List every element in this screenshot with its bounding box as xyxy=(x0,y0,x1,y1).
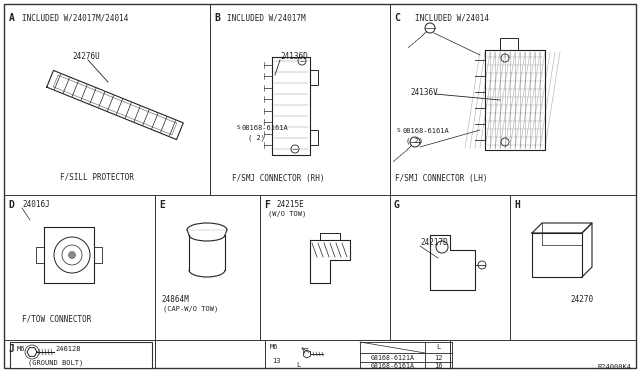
Text: INCLUDED W/24017M: INCLUDED W/24017M xyxy=(227,13,306,22)
Text: B: B xyxy=(214,13,220,23)
Text: 13: 13 xyxy=(272,358,280,364)
Text: 08168-6121A: 08168-6121A xyxy=(371,355,415,361)
Text: 08168-6161A: 08168-6161A xyxy=(242,125,289,131)
Text: 08168-6161A: 08168-6161A xyxy=(403,128,450,134)
Text: (GROUND BOLT): (GROUND BOLT) xyxy=(28,360,83,366)
Text: F/SMJ CONNECTOR (LH): F/SMJ CONNECTOR (LH) xyxy=(395,174,488,183)
Text: S: S xyxy=(397,128,401,133)
Text: S: S xyxy=(237,125,241,130)
Bar xyxy=(10,342,152,368)
Text: INCLUDED W/24017M/24014: INCLUDED W/24017M/24014 xyxy=(22,13,129,22)
Text: F/TOW CONNECTOR: F/TOW CONNECTOR xyxy=(22,315,92,324)
Text: C: C xyxy=(394,13,400,23)
Text: 24016J: 24016J xyxy=(22,200,50,209)
Text: L: L xyxy=(436,344,440,350)
Text: 24864M: 24864M xyxy=(161,295,189,304)
Text: (CAP-W/O TOW): (CAP-W/O TOW) xyxy=(163,306,218,312)
Text: INCLUDED W/24014: INCLUDED W/24014 xyxy=(415,13,489,22)
Text: 24012B: 24012B xyxy=(55,346,81,352)
Text: ( 2): ( 2) xyxy=(248,134,265,141)
Text: 16: 16 xyxy=(435,363,443,369)
Text: 24136V: 24136V xyxy=(410,88,438,97)
Text: (W/O TOW): (W/O TOW) xyxy=(268,210,306,217)
Text: F: F xyxy=(264,200,270,210)
Text: 24276U: 24276U xyxy=(72,52,100,61)
Text: G: G xyxy=(394,200,400,210)
Text: H: H xyxy=(514,200,520,210)
Text: R24000K4: R24000K4 xyxy=(598,364,632,370)
Text: 24215E: 24215E xyxy=(276,200,304,209)
Circle shape xyxy=(68,251,76,259)
Text: M6: M6 xyxy=(270,344,278,350)
Text: M6: M6 xyxy=(17,346,26,352)
Text: 12: 12 xyxy=(435,355,443,361)
Text: A: A xyxy=(9,13,15,23)
Text: F/SILL PROTECTOR: F/SILL PROTECTOR xyxy=(60,172,134,181)
Text: D: D xyxy=(8,200,14,210)
Text: L: L xyxy=(296,362,300,368)
Text: 24270: 24270 xyxy=(570,295,593,304)
Text: ( 2): ( 2) xyxy=(406,137,423,144)
Text: 08168-6161A: 08168-6161A xyxy=(371,363,415,369)
Text: J: J xyxy=(8,344,14,354)
Text: E: E xyxy=(159,200,165,210)
Text: 24217D: 24217D xyxy=(420,238,448,247)
Text: 24136D: 24136D xyxy=(280,52,308,61)
Text: F/SMJ CONNECTOR (RH): F/SMJ CONNECTOR (RH) xyxy=(232,174,324,183)
